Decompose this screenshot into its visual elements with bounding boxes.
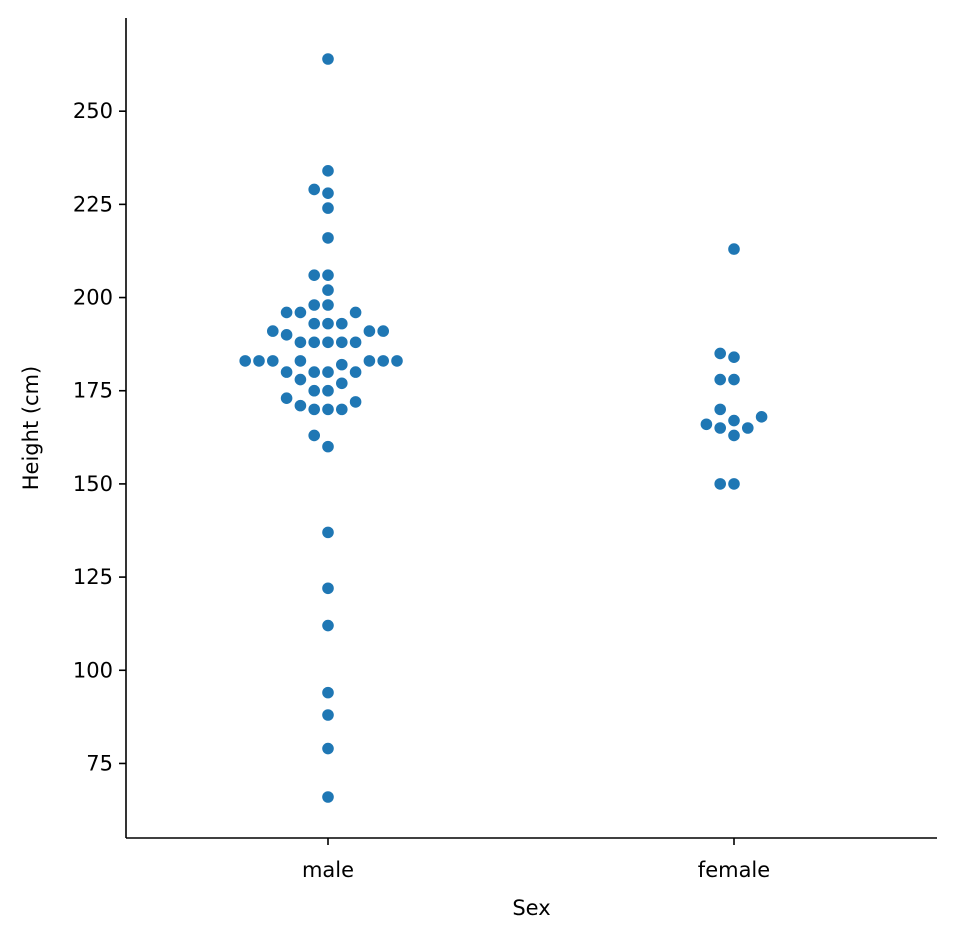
data-point-male [307, 402, 321, 416]
y-tick-label: 150 [73, 472, 113, 496]
data-point-female [713, 402, 727, 416]
y-tick-label: 125 [73, 565, 113, 589]
data-point-male [321, 618, 335, 633]
data-point-male [335, 402, 349, 416]
data-point-male [321, 525, 335, 539]
data-point-male [293, 399, 307, 413]
data-point-male [335, 317, 349, 331]
data-point-male [307, 298, 321, 312]
y-tick-label: 75 [86, 751, 113, 775]
x-axis-label: Sex [512, 896, 550, 920]
data-point-male [266, 324, 280, 338]
y-tick-label: 225 [73, 192, 113, 216]
data-point-male [321, 741, 335, 756]
data-point-male [307, 317, 321, 331]
data-point-male [279, 305, 294, 320]
data-point-male [307, 335, 321, 349]
data-point-male [279, 391, 294, 405]
data-point-male [348, 365, 363, 379]
x-tick-label: female [698, 858, 770, 882]
data-point-female [754, 410, 769, 424]
data-point-male [307, 384, 321, 398]
data-point-male [321, 317, 335, 331]
data-point-male [321, 52, 335, 66]
data-point-male [293, 305, 307, 320]
data-point-male [279, 365, 294, 379]
data-point-male [321, 365, 335, 379]
data-point-female [713, 346, 727, 361]
y-tick-label: 250 [73, 99, 113, 123]
data-point-male [293, 372, 307, 387]
y-tick-label: 175 [73, 379, 113, 403]
data-point-male [321, 686, 335, 700]
data-point-female [727, 477, 741, 491]
data-point-male [390, 354, 404, 368]
data-point-male [321, 335, 335, 349]
y-axis-ticks: 75 100 125 150 175 200 225 250 [73, 99, 126, 775]
y-tick-label: 200 [73, 286, 113, 310]
data-point-male [238, 354, 252, 368]
data-point-female [727, 372, 741, 387]
data-point-male [376, 324, 390, 338]
data-point-female [713, 477, 727, 491]
data-point-female [741, 421, 755, 435]
data-point-male [307, 365, 321, 379]
data-point-female [713, 372, 727, 387]
data-point-female [727, 350, 741, 364]
data-points [238, 52, 769, 804]
data-point-male [362, 354, 376, 368]
data-point-male [321, 164, 335, 178]
data-point-male [293, 354, 307, 368]
data-point-female [713, 421, 727, 435]
data-point-male [321, 186, 335, 200]
data-point-female [727, 428, 741, 443]
y-axis-label: Height (cm) [19, 366, 43, 490]
data-point-female [727, 242, 741, 256]
x-axis-ticks: male female [302, 838, 770, 882]
y-tick-label: 100 [73, 658, 113, 682]
data-point-male [335, 335, 349, 349]
data-point-male [335, 376, 349, 390]
data-point-male [321, 440, 335, 454]
data-point-female [699, 417, 714, 431]
data-point-male [252, 354, 266, 368]
data-point-male [321, 384, 335, 398]
data-point-male [266, 354, 280, 368]
data-point-female [727, 413, 741, 428]
data-point-male [279, 328, 294, 342]
data-point-male [348, 395, 363, 409]
data-point-male [321, 268, 335, 282]
data-point-male [307, 428, 321, 443]
data-point-male [321, 790, 335, 804]
data-point-male [335, 358, 349, 372]
x-tick-label: male [302, 858, 354, 882]
data-point-male [348, 305, 363, 320]
data-point-male [307, 182, 321, 197]
data-point-male [321, 402, 335, 416]
data-point-male [321, 231, 335, 245]
data-point-male [362, 324, 376, 338]
data-point-male [348, 335, 363, 349]
data-point-male [321, 283, 335, 297]
data-point-male [307, 268, 321, 282]
data-point-male [376, 354, 390, 368]
data-point-male [321, 201, 335, 215]
data-point-male [321, 581, 335, 595]
data-point-male [293, 335, 307, 349]
data-point-male [321, 298, 335, 312]
data-point-male [321, 708, 335, 722]
